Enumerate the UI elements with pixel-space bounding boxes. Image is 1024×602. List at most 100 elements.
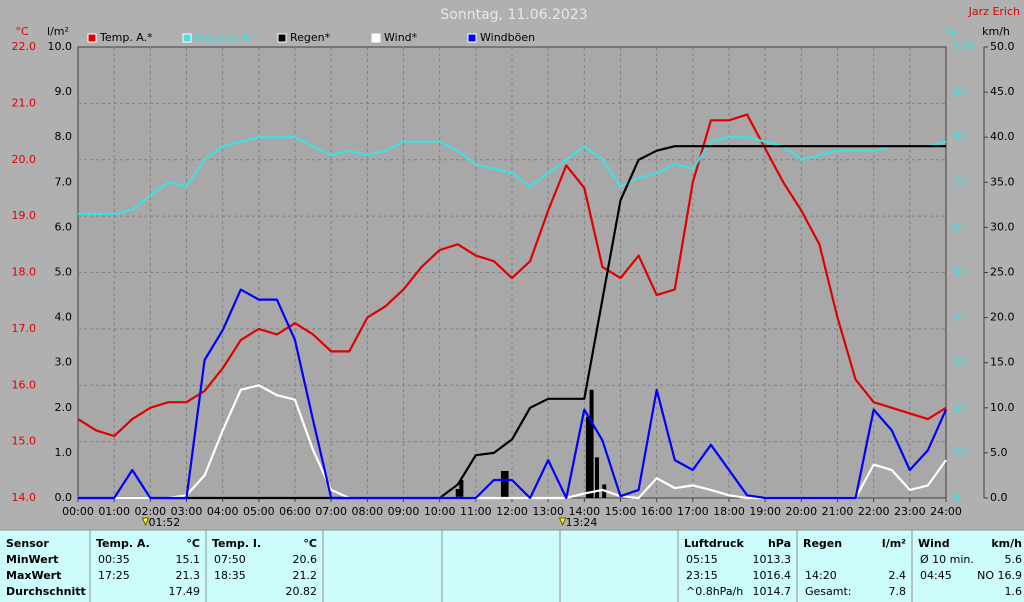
stat-time: 14:20 (805, 569, 837, 582)
rain-bar (459, 479, 464, 498)
y-tick-label: 10.0 (48, 40, 73, 53)
axis-unit: km/h (982, 25, 1010, 38)
stats-background (0, 530, 1024, 602)
series-line (77, 113, 947, 438)
rain-bar (594, 457, 599, 498)
row-label: Durchschnitt (6, 585, 86, 598)
legend-label: Regen* (290, 31, 331, 44)
rain-bar (504, 470, 509, 498)
x-tick-label: 07:00 (315, 505, 347, 518)
legend-swatch (87, 33, 97, 43)
y-tick-label: 2.0 (55, 401, 73, 414)
group-unit: km/h (991, 537, 1022, 550)
y-tick-label: 100 (953, 40, 974, 53)
y-tick-label: 1.0 (55, 446, 73, 459)
stat-time: Gesamt: (805, 585, 852, 598)
y-tick-label: 25.0 (990, 266, 1015, 279)
y-tick-label: 80 (953, 130, 967, 143)
y-tick-label: 10.0 (990, 401, 1015, 414)
x-tick-label: 10:00 (424, 505, 456, 518)
y-tick-label: 35.0 (990, 175, 1015, 188)
group-title: Temp. I. (212, 537, 261, 550)
group-title: Luftdruck (684, 537, 745, 550)
axis-unit: % (946, 25, 956, 38)
stat-value: 2.4 (889, 569, 907, 582)
x-tick-label: 22:00 (858, 505, 890, 518)
stat-time: 04:45 (920, 569, 952, 582)
legend-swatch (371, 33, 381, 43)
y-tick-label: 90 (953, 85, 967, 98)
legend-label: Windböen (480, 31, 535, 44)
stat-time: Ø 10 min. (920, 553, 974, 566)
x-tick-label: 00:00 (62, 505, 94, 518)
x-tick-label: 15:00 (605, 505, 637, 518)
stat-value: 1014.7 (753, 585, 792, 598)
y-tick-label: 14.0 (12, 491, 37, 504)
y-tick-label: 0.0 (990, 491, 1008, 504)
group-unit: l/m² (882, 537, 906, 550)
y-tick-label: 10 (953, 446, 967, 459)
y-tick-label: 20 (953, 401, 967, 414)
rain-bar (589, 389, 594, 498)
stat-time: 17:25 (98, 569, 130, 582)
y-tick-label: 16.0 (12, 378, 37, 391)
rain-bar (455, 488, 460, 498)
stat-value: NO 16.9 (977, 569, 1022, 582)
y-tick-label: 30.0 (990, 220, 1015, 233)
x-tick-label: 04:00 (207, 505, 239, 518)
group-unit: °C (303, 537, 317, 550)
y-tick-label: 6.0 (55, 220, 73, 233)
x-tick-label: 12:00 (496, 505, 528, 518)
axis-unit: °C (15, 25, 29, 38)
y-tick-label: 45.0 (990, 85, 1015, 98)
stat-value: 7.8 (889, 585, 907, 598)
marker (141, 517, 150, 527)
y-tick-label: 50.0 (990, 40, 1015, 53)
legend-swatch (467, 33, 477, 43)
stat-time: 23:15 (686, 569, 718, 582)
y-tick-label: 7.0 (55, 175, 73, 188)
x-tick-label: 14:00 (568, 505, 600, 518)
x-tick-label: 21:00 (822, 505, 854, 518)
y-tick-label: 40.0 (990, 130, 1015, 143)
stat-value: 17.49 (169, 585, 201, 598)
stat-time: 05:15 (686, 553, 718, 566)
y-tick-label: 20.0 (12, 153, 37, 166)
row-label: MinWert (6, 553, 58, 566)
series-line (78, 145, 946, 500)
x-tick-label: 19:00 (749, 505, 781, 518)
y-tick-label: 60 (953, 220, 967, 233)
stat-value: 21.3 (176, 569, 201, 582)
stat-value: 1013.3 (753, 553, 792, 566)
stat-value: 5.6 (1005, 553, 1023, 566)
x-tick-label: 11:00 (460, 505, 492, 518)
y-tick-label: 20.0 (990, 311, 1015, 324)
group-title: Temp. A. (96, 537, 150, 550)
rain-bar (500, 470, 505, 498)
y-tick-label: 21.0 (12, 96, 37, 109)
y-tick-label: 0.0 (55, 491, 73, 504)
legend-label: Temp. A.* (99, 31, 153, 44)
group-unit: hPa (768, 537, 791, 550)
y-tick-label: 19.0 (12, 209, 37, 222)
x-tick-label: 01:00 (98, 505, 130, 518)
row-label: MaxWert (6, 569, 61, 582)
marker-label: 01:52 (149, 516, 181, 529)
legend-swatch (277, 33, 287, 43)
y-tick-label: 8.0 (55, 130, 73, 143)
stat-value: 1.6 (1005, 585, 1023, 598)
y-tick-label: 30 (953, 356, 967, 369)
x-tick-label: 08:00 (351, 505, 383, 518)
y-tick-label: 15.0 (990, 356, 1015, 369)
chart-title: Sonntag, 11.06.2023 (440, 7, 587, 23)
y-tick-label: 4.0 (55, 311, 73, 324)
author: Jarz Erich (968, 5, 1020, 18)
x-tick-label: 24:00 (930, 505, 962, 518)
series-line (78, 288, 948, 500)
marker-label: 13:24 (566, 516, 598, 529)
row-label: Sensor (6, 537, 49, 550)
x-tick-label: 03:00 (171, 505, 203, 518)
y-tick-label: 70 (953, 175, 967, 188)
x-tick-label: 16:00 (641, 505, 673, 518)
